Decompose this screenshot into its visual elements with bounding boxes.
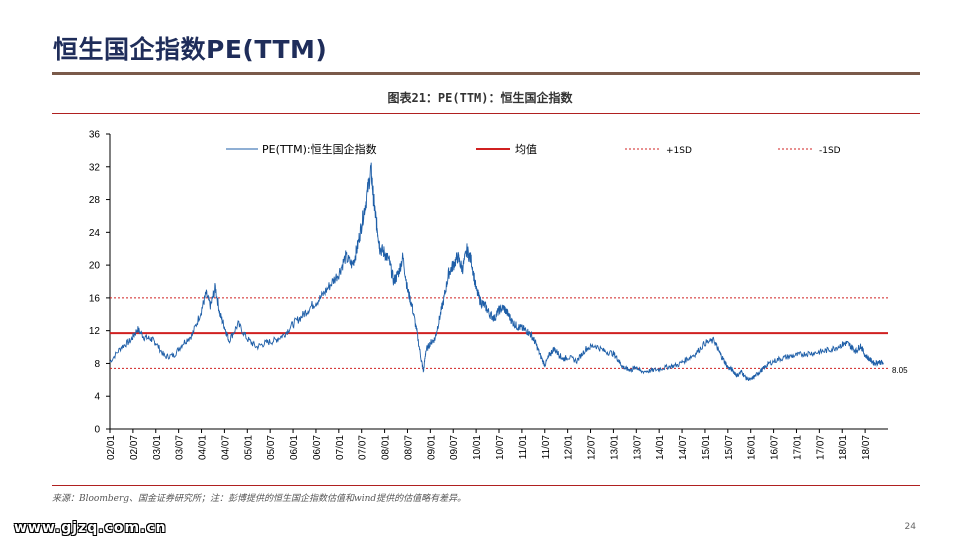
- last-value-label: 8.05: [892, 366, 908, 375]
- y-tick-label: 32: [89, 162, 101, 173]
- source-note: 来源：Bloomberg、国金证券研究所；注：彭博提供的恒生国企指数估值和win…: [52, 491, 466, 504]
- x-tick-label: 14/07: [678, 435, 689, 460]
- x-tick-label: 07/01: [335, 435, 346, 460]
- legend-label: 均值: [515, 143, 537, 156]
- x-tick-label: 11/01: [518, 435, 529, 460]
- x-tick-label: 17/07: [815, 435, 826, 460]
- x-tick-label: 10/07: [495, 435, 506, 460]
- pe-series-line: [110, 163, 883, 381]
- chart-legend: PE(TTM):恒生国企指数 均值 +1SD -1SD: [226, 142, 841, 156]
- x-tick-label: 16/01: [747, 435, 758, 460]
- x-tick-label: 15/01: [701, 435, 712, 460]
- x-tick-label: 16/07: [770, 435, 781, 460]
- x-tick-label: 09/07: [449, 435, 460, 460]
- y-tick-label: 12: [89, 326, 101, 337]
- x-tick-label: 02/07: [129, 435, 140, 460]
- x-tick-label: 10/01: [472, 435, 483, 460]
- x-tick-label: 12/07: [587, 435, 598, 460]
- x-tick-label: 05/01: [243, 435, 254, 460]
- x-tick-label: 12/01: [564, 435, 575, 460]
- x-tick-label: 15/07: [724, 435, 735, 460]
- y-tick-label: 16: [89, 293, 101, 304]
- x-tick-label: 07/07: [358, 435, 369, 460]
- x-tick-label: 02/01: [106, 435, 117, 460]
- y-tick-label: 36: [89, 130, 101, 141]
- x-tick-label: 08/07: [403, 435, 414, 460]
- page-number: 24: [905, 522, 916, 532]
- x-tick-label: 04/01: [198, 435, 209, 460]
- x-tick-label: 06/07: [312, 435, 323, 460]
- x-tick-label: 17/01: [792, 435, 803, 460]
- x-tick-label: 13/01: [609, 435, 620, 460]
- x-tick-label: 14/01: [655, 435, 666, 460]
- y-tick-label: 24: [89, 228, 101, 239]
- y-tick-label: 8: [94, 359, 100, 370]
- legend-label: +1SD: [666, 146, 692, 156]
- x-tick-label: 03/07: [175, 435, 186, 460]
- legend-label: -1SD: [819, 146, 841, 156]
- y-tick-label: 20: [89, 261, 101, 272]
- y-tick-label: 4: [94, 392, 100, 403]
- x-tick-label: 05/07: [266, 435, 277, 460]
- watermark: www.gjzq.com.cn: [14, 520, 167, 536]
- source-rule: [52, 485, 920, 486]
- x-tick-label: 09/01: [426, 435, 437, 460]
- y-tick-label: 28: [89, 195, 101, 206]
- x-tick-label: 11/07: [541, 435, 552, 460]
- y-tick-label: 0: [94, 425, 100, 436]
- x-tick-label: 08/01: [381, 435, 392, 460]
- x-tick-label: 04/07: [220, 435, 231, 460]
- x-tick-label: 06/01: [289, 435, 300, 460]
- plot-area: 8.05: [110, 163, 908, 381]
- x-tick-label: 18/07: [861, 435, 872, 460]
- x-tick-label: 18/01: [838, 435, 849, 460]
- x-tick-label: 13/07: [632, 435, 643, 460]
- legend-label: PE(TTM):恒生国企指数: [262, 142, 377, 156]
- x-tick-label: 03/01: [152, 435, 163, 460]
